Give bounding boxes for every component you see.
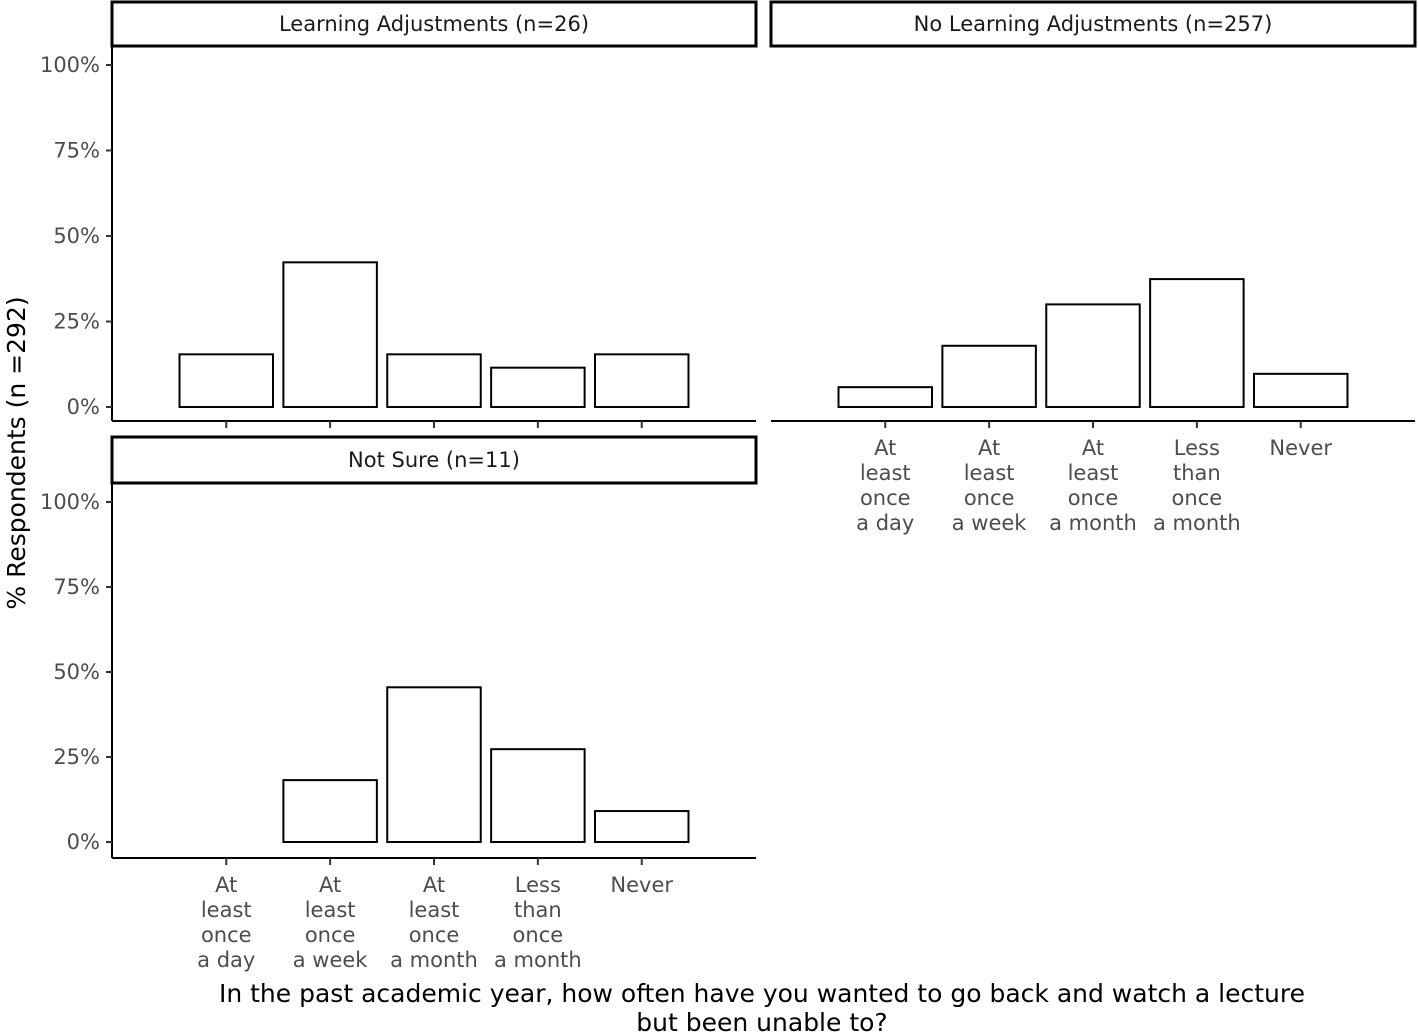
bar: [1149, 278, 1245, 409]
x-tick-label: At: [215, 873, 237, 897]
x-tick-label: Never: [610, 873, 673, 897]
x-tick-label: once: [409, 923, 460, 947]
x-tick-label: once: [513, 923, 564, 947]
panel-strip: [769, 0, 1417, 48]
x-tick-label: once: [1172, 486, 1223, 510]
x-tick-label: Less: [515, 873, 561, 897]
x-tick-label: At: [319, 873, 341, 897]
x-tick-label: least: [201, 898, 252, 922]
x-tick-label: a month: [390, 948, 478, 972]
x-tick-label: a month: [494, 948, 582, 972]
y-tick-label: 50%: [53, 224, 100, 248]
x-tick-label: At: [1082, 436, 1104, 460]
bar: [178, 353, 274, 408]
x-tick-label: At: [423, 873, 445, 897]
x-tick-label: a day: [856, 511, 914, 535]
y-tick-label: 75%: [53, 139, 100, 163]
y-tick-label: 75%: [53, 575, 100, 599]
x-tick-label: a week: [293, 948, 369, 972]
bar: [490, 748, 586, 843]
x-tick-label: least: [860, 461, 911, 485]
panel-strip: [110, 0, 758, 48]
x-tick-label: than: [1173, 461, 1221, 485]
panel-3: Not Sure (n=11)0%25%50%75%100%Atleastonc…: [40, 435, 758, 972]
y-tick-label: 100%: [40, 490, 100, 514]
panel-title: Not Sure (n=11): [348, 448, 520, 472]
x-tick-label: least: [1068, 461, 1119, 485]
x-tick-label: At: [978, 436, 1000, 460]
x-tick-label: once: [201, 923, 252, 947]
y-tick-label: 0%: [67, 395, 100, 419]
x-axis-title-line-2: but been unable to?: [636, 1008, 887, 1035]
x-tick-label: once: [1068, 486, 1119, 510]
y-tick-label: 0%: [67, 830, 100, 854]
x-tick-label: once: [964, 486, 1015, 510]
y-axis-title: % Respondents (n =292): [2, 296, 31, 609]
y-tick-label: 25%: [53, 310, 100, 334]
x-tick-label: a month: [1049, 511, 1137, 535]
y-tick-label: 25%: [53, 745, 100, 769]
x-tick-label: a day: [197, 948, 255, 972]
bar: [1045, 303, 1141, 408]
bar: [282, 261, 378, 409]
bar: [837, 386, 933, 409]
bar: [386, 353, 482, 408]
x-tick-label: least: [305, 898, 356, 922]
x-tick-label: At: [874, 436, 896, 460]
x-tick-label: once: [860, 486, 911, 510]
bar: [594, 353, 690, 408]
x-tick-label: a week: [952, 511, 1028, 535]
y-tick-label: 100%: [40, 53, 100, 77]
x-tick-label: a month: [1153, 511, 1241, 535]
x-axis-title-line-1: In the past academic year, how often hav…: [219, 979, 1305, 1008]
bar: [594, 810, 690, 843]
x-tick-label: once: [305, 923, 356, 947]
bar: [490, 366, 586, 409]
panel-2: No Learning Adjustments (n=257)Atleaston…: [769, 0, 1417, 535]
panel-1: Learning Adjustments (n=26) 0% 25% 50% 75% 10…: [40, 0, 758, 428]
x-tick-label: Less: [1174, 436, 1220, 460]
x-tick-label: least: [409, 898, 460, 922]
panel-title: Learning Adjustments (n=26): [279, 12, 589, 36]
bar: [1253, 372, 1349, 408]
panel-title: No Learning Adjustments (n=257): [914, 12, 1273, 36]
bar: [941, 344, 1037, 409]
x-tick-label: Never: [1269, 436, 1332, 460]
bar: [282, 779, 378, 843]
panel-strip: [110, 435, 758, 485]
y-tick-label: 50%: [53, 660, 100, 684]
x-tick-label: least: [964, 461, 1015, 485]
x-tick-label: than: [514, 898, 562, 922]
bar: [386, 686, 482, 843]
